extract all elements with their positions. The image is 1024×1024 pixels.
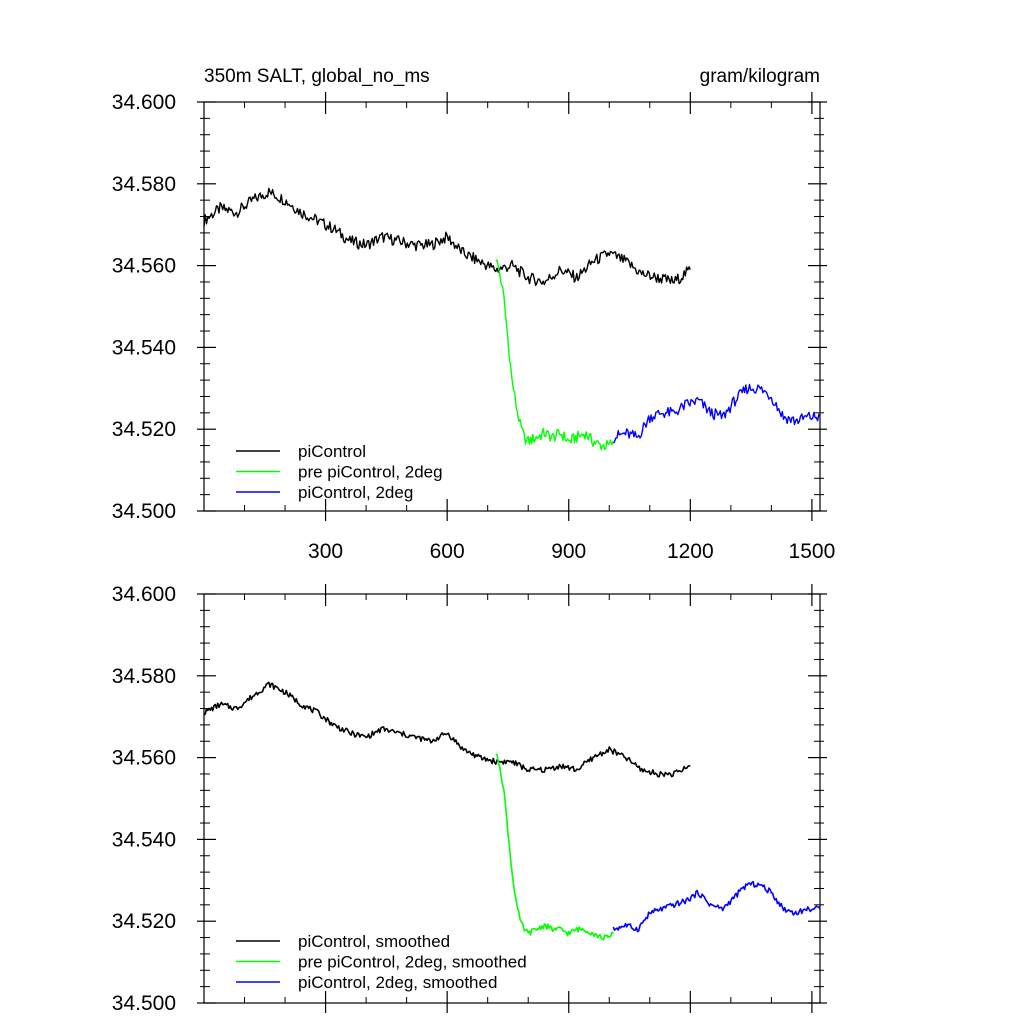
- y-tick-label: 34.520: [112, 418, 176, 441]
- y-tick-label: 34.540: [112, 336, 176, 359]
- y-tick-label: 34.560: [112, 255, 176, 278]
- y-tick-label: 34.520: [112, 910, 176, 933]
- legend-label: piControl, 2deg: [298, 483, 413, 502]
- plot-frame: [203, 593, 821, 1004]
- series-line-2: [495, 259, 614, 451]
- chart-title: 350m SALT, global_no_ms: [204, 66, 430, 87]
- series-line-1: [203, 187, 691, 286]
- series-line-3: [612, 880, 821, 933]
- y-tick-label: 34.600: [112, 583, 176, 606]
- y-tick-label: 34.500: [112, 992, 176, 1015]
- series-line-3: [612, 383, 821, 444]
- legend-label: pre piControl, 2deg: [298, 463, 443, 482]
- x-tick-label: 1200: [667, 540, 714, 563]
- legend-label: piControl, 2deg, smoothed: [298, 973, 497, 992]
- x-tick-label: 900: [551, 540, 586, 563]
- y-tick-label: 34.560: [112, 747, 176, 770]
- y-tick-label: 34.580: [112, 665, 176, 688]
- series-line-1: [203, 681, 691, 778]
- y-tick-label: 34.500: [112, 500, 176, 523]
- legend-label: pre piControl, 2deg, smoothed: [298, 953, 527, 972]
- x-tick-label: 300: [308, 540, 343, 563]
- y-tick-label: 34.540: [112, 828, 176, 851]
- y-tick-label: 34.600: [112, 91, 176, 114]
- x-tick-label: 600: [430, 540, 465, 563]
- legend-label: piControl: [298, 442, 366, 461]
- plot-frame: [203, 101, 821, 512]
- x-tick-label: 1500: [789, 540, 836, 563]
- y-tick-label: 34.580: [112, 173, 176, 196]
- series-line-2: [495, 753, 614, 941]
- units-label: gram/kilogram: [700, 66, 820, 87]
- legend-label: piControl, smoothed: [298, 932, 450, 951]
